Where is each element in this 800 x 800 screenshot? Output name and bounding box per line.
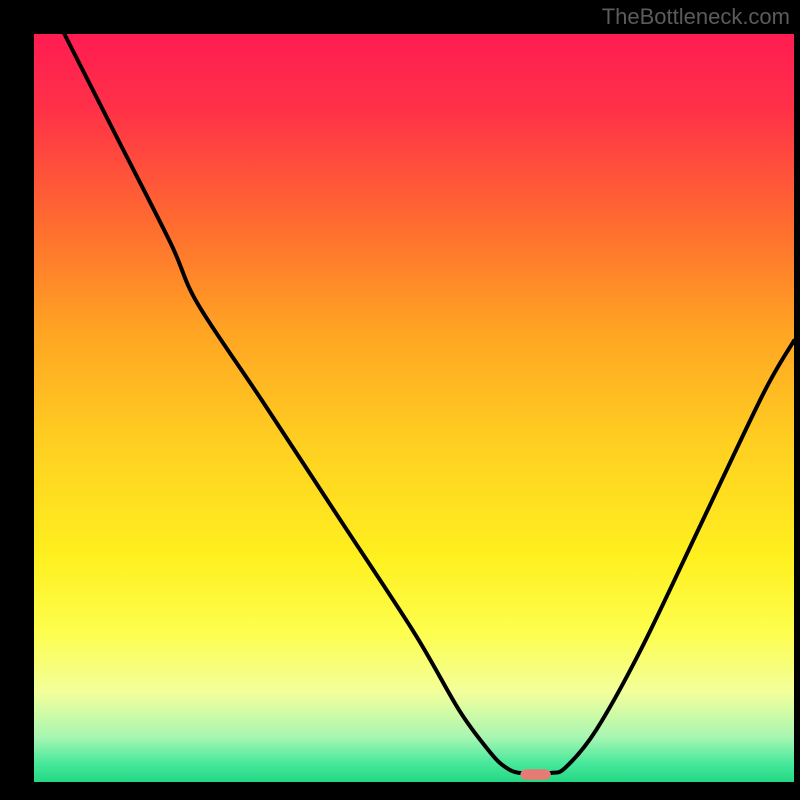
gradient-background <box>34 34 794 782</box>
optimal-marker <box>520 769 550 779</box>
bottleneck-chart <box>34 34 794 782</box>
watermark-text: TheBottleneck.com <box>602 4 790 30</box>
chart-svg <box>34 34 794 782</box>
